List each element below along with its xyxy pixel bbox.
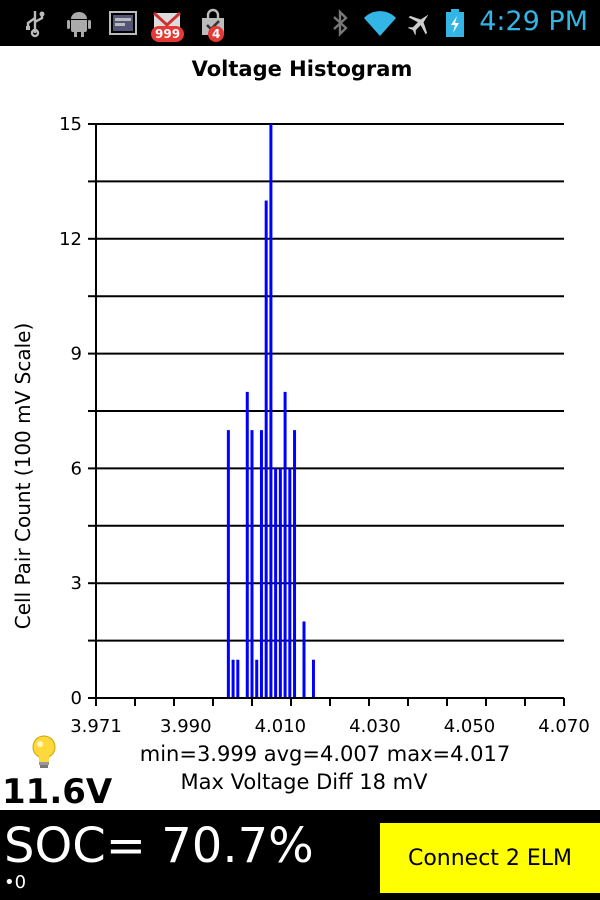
lightbulb-icon[interactable] <box>30 734 58 772</box>
y-tick-labels: 0 3 6 9 12 15 <box>59 114 96 709</box>
x-tick-label: 4.050 <box>444 716 496 737</box>
x-tick-label: 4.030 <box>349 716 401 737</box>
voltage-histogram-chart: Voltage Histogram 0 3 6 9 12 15 3.971 3.990 4.0… <box>0 46 600 810</box>
screenshot-icon <box>109 11 137 35</box>
airplane-icon <box>407 14 429 36</box>
histogram-bar <box>269 124 273 698</box>
y-axis-label: Cell Pair Count (100 mV Scale) <box>11 323 35 630</box>
grid-lines <box>96 123 564 699</box>
connect-elm-button[interactable]: Connect 2 ELM <box>380 823 600 893</box>
histogram-bar <box>231 659 235 698</box>
y-tick-label: 0 <box>71 688 82 709</box>
android-debug-icon <box>67 12 91 37</box>
stats-summary: min=3.999 avg=4.007 max=4.017 <box>140 742 510 766</box>
gmail-badge: 999 <box>151 26 185 42</box>
histogram-bar <box>311 659 315 698</box>
histogram-bar <box>259 430 263 698</box>
histogram-svg: Voltage Histogram 0 3 6 9 12 15 3.971 3.990 4.0… <box>11 57 590 794</box>
bluetooth-icon <box>333 9 348 37</box>
x-tick-label: 3.971 <box>70 716 122 737</box>
histogram-bar <box>274 468 278 698</box>
y-tick-label: 3 <box>71 573 82 594</box>
histogram-bar <box>302 621 306 698</box>
x-tick-label: 3.990 <box>160 716 212 737</box>
histogram-bar <box>250 430 254 698</box>
x-tick-label: 4.010 <box>255 716 307 737</box>
max-voltage-diff: Max Voltage Diff 18 mV <box>181 770 429 794</box>
histogram-bar <box>236 659 240 698</box>
histogram-bar <box>264 200 268 699</box>
y-tick-label: 15 <box>59 114 82 135</box>
histogram-bar <box>283 391 287 698</box>
y-tick-label: 9 <box>71 344 82 365</box>
bottom-bar: SOC= 70.7% •0 Connect 2 ELM <box>0 810 600 900</box>
soc-readout: SOC= 70.7% <box>4 818 314 874</box>
usb-icon <box>26 11 45 38</box>
status-clock: 4:29 PM <box>479 6 588 37</box>
histogram-bars <box>226 124 315 699</box>
histogram-bar <box>255 659 259 698</box>
y-tick-label: 12 <box>59 229 82 250</box>
y-tick-label: 6 <box>71 458 82 479</box>
status-bar: 999 4 4:29 PM <box>0 0 600 46</box>
histogram-bar <box>288 468 292 698</box>
histogram-bar <box>226 430 230 698</box>
bag-badge: 4 <box>208 26 225 42</box>
histogram-bar <box>278 468 282 698</box>
histogram-bar <box>293 430 297 698</box>
chart-title: Voltage Histogram <box>192 57 413 81</box>
x-tick-label: 4.070 <box>538 716 590 737</box>
connection-indicator: •0 <box>4 872 27 893</box>
x-tick-labels: 3.971 3.990 4.010 4.030 4.050 4.070 <box>70 698 590 737</box>
battery-charging-icon <box>446 9 464 37</box>
histogram-bar <box>245 391 249 698</box>
battery-voltage: 11.6V <box>2 772 113 812</box>
wifi-icon <box>364 11 396 36</box>
